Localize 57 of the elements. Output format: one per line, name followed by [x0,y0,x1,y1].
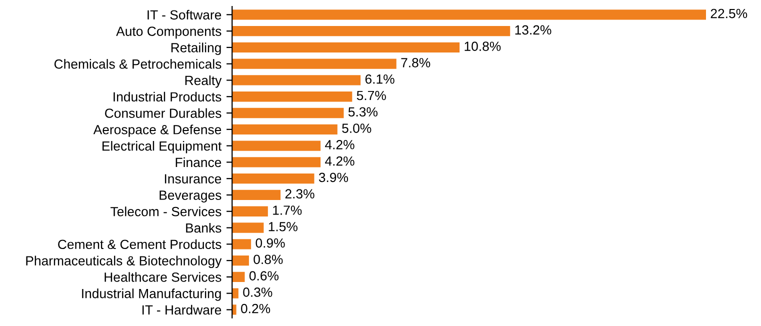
bar [232,222,264,233]
data-label: 5.0% [342,124,372,133]
y-tick-label: Cement & Cement Products [58,239,222,250]
y-tick-label: Banks [186,222,222,233]
data-label: 2.3% [285,189,314,199]
data-label: 1.5% [268,222,298,232]
data-label: 0.8% [254,254,283,264]
bar [232,10,706,20]
data-label: 10.8% [464,42,501,51]
bar [232,92,352,102]
y-tick-label: Retailing [171,42,221,55]
y-tick-label: Telecom - Services [110,206,222,216]
y-tick-label: Industrial Manufacturing [82,288,221,301]
data-label: 4.2% [325,156,354,166]
bar [232,304,236,315]
data-label: 0.2% [241,304,270,314]
bar [232,75,361,86]
y-tick-label: Pharmaceuticals & Biotechnology [26,256,222,268]
data-label: 5.3% [348,107,378,117]
data-label: 13.2% [515,25,552,35]
data-label: 3.9% [318,172,348,182]
data-label: 22.5% [710,8,748,18]
bar [232,26,510,36]
y-tick-label: Realty [185,75,222,88]
y-tick-label: IT - Hardware [142,304,222,315]
y-tick-label: IT - Software [148,10,222,20]
bar [232,140,321,151]
y-tick-label: Beverages [160,190,222,202]
y-tick-label: Chemicals & Petrochemicals [54,59,222,69]
y-tick-label: Consumer Durables [105,108,222,118]
bar [232,206,268,216]
bar [232,124,338,134]
y-tick-label: Electrical Equipment [102,141,222,154]
y-tick-label: Insurance [164,174,222,184]
bar [232,173,314,184]
bar [232,255,249,266]
data-label: 0.6% [249,271,279,280]
bar [232,190,281,200]
data-label: 6.1% [365,74,394,84]
data-label: 7.8% [401,58,430,68]
bar [232,58,396,69]
y-tick-label: Auto Components [116,26,222,39]
bar [232,288,238,298]
bar [232,108,344,118]
bar [232,239,252,250]
bar [232,272,245,282]
data-label: 5.7% [356,90,386,100]
data-label: 4.2% [325,140,354,150]
y-tick-label: Finance [176,157,222,168]
data-label: 0.9% [256,238,285,248]
data-label: 1.7% [273,206,302,215]
y-tick-label: Industrial Products [114,92,222,102]
bar [232,157,321,168]
data-label: 0.3% [243,288,272,297]
bar [232,42,460,53]
y-tick-label: Healthcare Services [104,272,222,282]
y-tick-label: Aerospace & Defense [93,124,222,137]
